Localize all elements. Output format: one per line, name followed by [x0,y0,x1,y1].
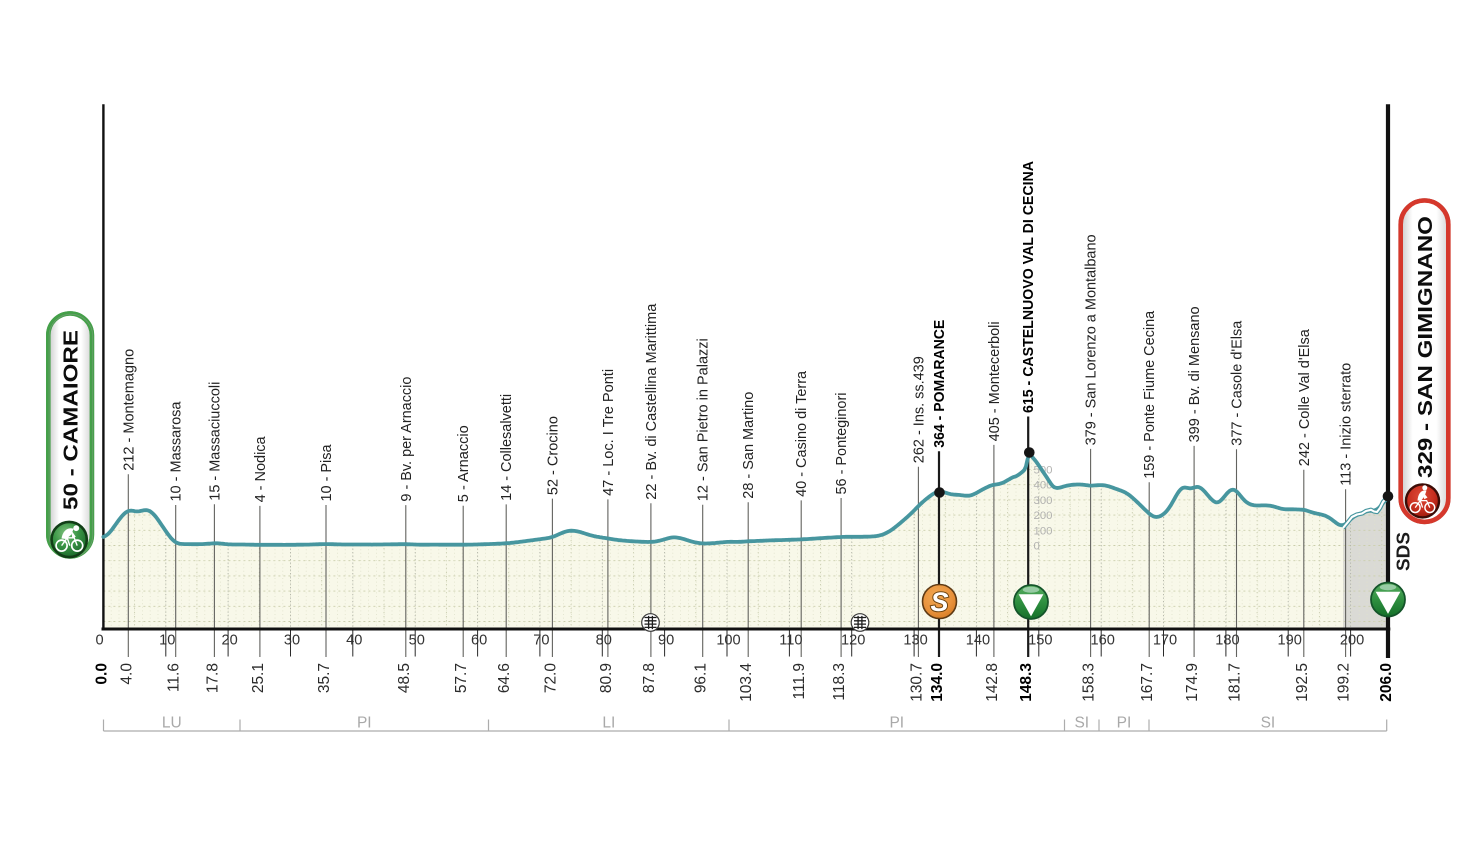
svg-text:50: 50 [409,633,425,649]
svg-text:206.0: 206.0 [1378,663,1395,702]
svg-text:PI: PI [1117,715,1132,732]
svg-text:52 - Crocino: 52 - Crocino [544,416,561,495]
svg-text:615 - CASTELNUOVO VAL DI CECIN: 615 - CASTELNUOVO VAL DI CECINA [1020,161,1037,413]
svg-text:190: 190 [1278,633,1302,649]
svg-text:50 - CAMAIORE: 50 - CAMAIORE [59,330,82,510]
svg-text:103.4: 103.4 [738,663,755,702]
svg-text:20: 20 [221,633,237,649]
svg-text:134.0: 134.0 [929,663,946,702]
svg-text:4 - Nodica: 4 - Nodica [252,436,269,503]
svg-text:17.8: 17.8 [204,663,221,693]
svg-text:SI: SI [1074,715,1089,732]
svg-text:14 - Collesalvetti: 14 - Collesalvetti [498,394,515,501]
svg-text:170: 170 [1153,633,1177,649]
svg-text:25.1: 25.1 [250,663,267,693]
svg-text:PI: PI [357,715,372,732]
svg-text:160: 160 [1091,633,1115,649]
svg-text:242 - Colle Val d'Elsa: 242 - Colle Val d'Elsa [1296,329,1313,467]
svg-text:111.9: 111.9 [791,663,808,700]
svg-text:329 - SAN GIMIGNANO: 329 - SAN GIMIGNANO [1414,216,1437,478]
svg-text:158.3: 158.3 [1081,663,1098,702]
svg-text:11.6: 11.6 [166,663,183,692]
svg-text:150: 150 [1028,633,1052,649]
svg-text:SI: SI [1261,715,1276,732]
svg-text:28 - San Martino: 28 - San Martino [740,392,757,499]
svg-text:40 - Casino di Terra: 40 - Casino di Terra [793,370,810,497]
svg-text:9 - Bv. per Arnaccio: 9 - Bv. per Arnaccio [398,377,415,502]
svg-text:60: 60 [471,633,487,649]
svg-text:SDS: SDS [1394,532,1414,571]
svg-text:199.2: 199.2 [1336,663,1353,702]
svg-text:LU: LU [162,715,182,732]
svg-text:377 - Casole d'Elsa: 377 - Casole d'Elsa [1229,320,1246,446]
svg-text:0: 0 [95,633,103,649]
svg-text:379 - San Lorenzo a Montalbano: 379 - San Lorenzo a Montalbano [1083,234,1100,445]
svg-text:405 - Montecerboli: 405 - Montecerboli [986,321,1003,441]
svg-text:100: 100 [1034,525,1053,537]
svg-text:96.1: 96.1 [693,663,710,693]
svg-text:0: 0 [1034,541,1040,553]
svg-text:35.7: 35.7 [316,663,333,693]
svg-text:PI: PI [889,715,904,732]
svg-text:148.3: 148.3 [1018,663,1035,702]
svg-text:130.7: 130.7 [908,663,925,702]
svg-text:181.7: 181.7 [1227,663,1244,702]
svg-text:180: 180 [1215,633,1239,649]
svg-text:S: S [930,587,948,617]
svg-text:72.0: 72.0 [542,663,559,694]
svg-text:0.0: 0.0 [93,663,110,685]
svg-text:15 - Massaciuccoli: 15 - Massaciuccoli [206,382,223,501]
svg-text:87.8: 87.8 [641,663,658,693]
svg-text:90: 90 [658,633,674,649]
svg-text:100: 100 [716,633,740,649]
svg-text:12 - San Pietro in Palazzi: 12 - San Pietro in Palazzi [695,338,712,501]
svg-text:30: 30 [284,633,300,649]
svg-text:400: 400 [1034,480,1053,492]
svg-text:174.9: 174.9 [1184,663,1201,702]
svg-text:110: 110 [779,633,802,649]
svg-text:159 - Ponte Fiume Cecina: 159 - Ponte Fiume Cecina [1141,310,1158,479]
svg-text:S: S [930,587,948,617]
svg-text:399 - Bv. di Mensano: 399 - Bv. di Mensano [1186,306,1203,442]
svg-text:118.3: 118.3 [831,663,848,701]
svg-text:40: 40 [346,633,362,649]
svg-text:113 - Inizio sterrato: 113 - Inizio sterrato [1338,363,1355,486]
svg-text:200: 200 [1340,633,1364,649]
svg-text:167.7: 167.7 [1139,663,1156,702]
svg-text:120: 120 [841,633,865,649]
svg-text:200: 200 [1034,510,1053,522]
svg-text:10 - Massarosa: 10 - Massarosa [168,401,185,502]
svg-text:140: 140 [966,633,990,649]
svg-text:300: 300 [1034,495,1053,507]
svg-text:4.0: 4.0 [118,663,135,685]
svg-text:10: 10 [159,633,175,649]
svg-text:57.7: 57.7 [453,663,470,693]
svg-text:80: 80 [596,633,612,649]
svg-text:192.5: 192.5 [1294,663,1311,702]
svg-text:212 - Montemagno: 212 - Montemagno [120,349,137,471]
svg-text:130: 130 [903,633,927,649]
svg-text:142.8: 142.8 [984,663,1001,702]
svg-text:48.5: 48.5 [396,663,413,693]
svg-text:22 - Bv. di Castellina Maritti: 22 - Bv. di Castellina Marittima [643,303,660,500]
svg-text:10 - Pisa: 10 - Pisa [318,444,335,502]
svg-text:80.9: 80.9 [598,663,615,693]
svg-text:5 - Arnaccio: 5 - Arnaccio [455,425,472,502]
svg-text:56 - Ponteginori: 56 - Ponteginori [833,393,850,495]
svg-text:LI: LI [602,715,615,732]
svg-text:364 - POMARANCE: 364 - POMARANCE [931,320,948,448]
svg-text:262 - Ins. ss.439: 262 - Ins. ss.439 [910,356,927,463]
svg-text:64.6: 64.6 [496,663,513,693]
svg-text:70: 70 [533,633,549,649]
svg-text:47 - Loc. I Tre Ponti: 47 - Loc. I Tre Ponti [600,369,617,496]
